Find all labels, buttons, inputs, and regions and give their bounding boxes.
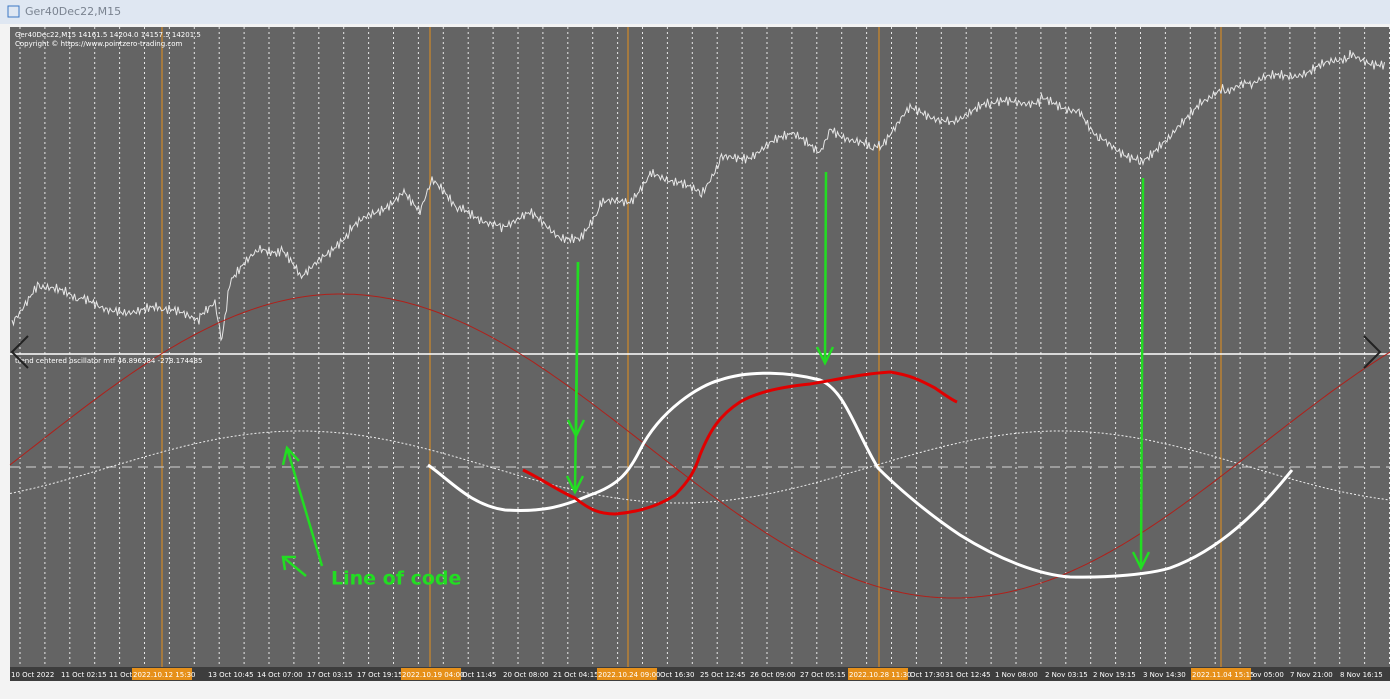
time-axis-strip [10, 667, 1390, 681]
time-marker [1191, 668, 1251, 680]
scroll-left[interactable] [10, 335, 29, 369]
chart-area [10, 27, 1390, 667]
time-marker [401, 668, 461, 680]
time-label: 26 Oct 09:00 [750, 671, 796, 679]
time-label: 20 Oct 08:00 [503, 671, 549, 679]
time-label: Oct 11:45 [462, 671, 497, 679]
time-label: 2022.10.19 04:00 [402, 671, 464, 679]
time-label: 17 Oct 03:15 [307, 671, 353, 679]
annotation: Line of code [331, 568, 461, 590]
time-label: 14 Oct 07:00 [257, 671, 303, 679]
time-label: Oct 17:30 [910, 671, 945, 679]
time-marker [848, 668, 908, 680]
time-label: 31 Oct 12:45 [945, 671, 991, 679]
time-label: 2 Nov 03:15 [1045, 671, 1088, 679]
time-label: 2 Nov 19:15 [1093, 671, 1136, 679]
time-label: 3 Nov 14:30 [1143, 671, 1186, 679]
time-label: 25 Oct 12:45 [700, 671, 746, 679]
time-marker [132, 668, 192, 680]
window-title: Ger40Dec22,M15 [25, 5, 121, 18]
copyright: Copyright © https://www.pointzero-tradin… [15, 40, 183, 48]
arrow [1131, 177, 1151, 571]
time-label: 2022.11.04 15:15 [1192, 671, 1254, 679]
price-header: Ger40Dec22,M15 14161.5 14204.0 14157.5 1… [15, 31, 201, 39]
time-label: 2022.10.28 11:30 [849, 671, 911, 679]
time-label: 10 Oct 2022 [11, 671, 54, 679]
oscillator-dotted [9, 430, 1390, 504]
time-label: 17 Oct 19:15 [357, 671, 403, 679]
time-label: 2022.10.12 15:30 [133, 671, 195, 679]
time-label: 2022.10.24 09:00 [598, 671, 660, 679]
scroll-right[interactable] [1363, 335, 1382, 369]
time-label: 11 Oct [109, 671, 132, 679]
time-label: ov 05:00 [1253, 671, 1284, 679]
oscillator-red [9, 293, 1390, 599]
hand-drawn-red [522, 370, 958, 516]
arrow [566, 261, 586, 439]
time-label: 8 Nov 16:15 [1340, 671, 1383, 679]
time-label: 1 Nov 08:00 [995, 671, 1038, 679]
time-label: 11 Oct 02:15 [61, 671, 107, 679]
time-label: 21 Oct 04:15 [553, 671, 599, 679]
title-bar [0, 0, 1390, 24]
arrows [281, 171, 1151, 577]
arrow [281, 445, 324, 567]
grid [19, 27, 1390, 667]
time-label: 7 Nov 21:00 [1290, 671, 1333, 679]
arrow [281, 555, 307, 577]
time-label: Oct 16:30 [660, 671, 695, 679]
time-label: 13 Oct 10:45 [208, 671, 254, 679]
price-line [11, 50, 1385, 342]
hand-drawn-white [427, 371, 1294, 579]
time-marker [597, 668, 657, 680]
time-label: 27 Oct 05:15 [800, 671, 846, 679]
window-icon [7, 5, 20, 18]
arrow [815, 171, 835, 366]
time-axis: 10 Oct 2022 11 Oct 02:15 11 Oct 2022.10.12 … [11, 668, 1383, 680]
oscillator-label: trend centered oscillator mtf 46.896584 … [15, 357, 202, 365]
